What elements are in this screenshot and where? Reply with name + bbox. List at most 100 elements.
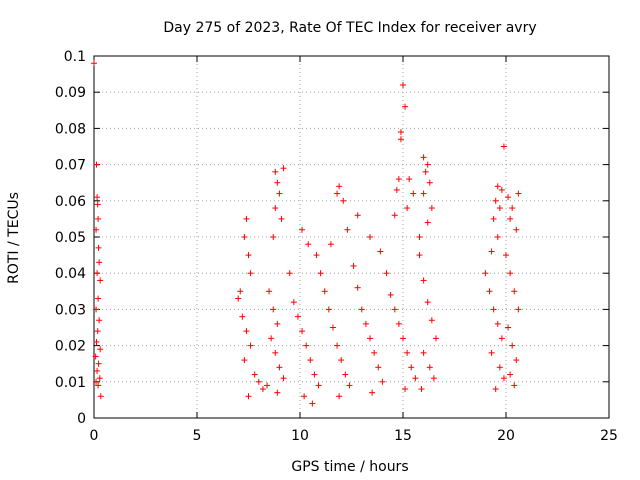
data-point — [241, 357, 248, 364]
data-point — [511, 382, 518, 389]
data-point — [498, 186, 505, 193]
data-point — [492, 197, 499, 204]
data-point — [420, 349, 427, 356]
data-point — [406, 176, 413, 183]
data-point — [426, 179, 433, 186]
data-point — [426, 364, 433, 371]
data-point — [93, 306, 100, 313]
data-point — [422, 168, 429, 175]
data-point — [400, 335, 406, 342]
data-point — [505, 324, 512, 331]
data-point — [367, 234, 374, 240]
data-point — [93, 226, 100, 233]
x-tick-label: 25 — [600, 428, 618, 444]
data-point — [255, 378, 262, 385]
data-point — [290, 299, 297, 306]
data-point — [412, 375, 419, 382]
data-point — [313, 252, 320, 259]
data-point — [299, 226, 306, 233]
data-point — [490, 215, 497, 222]
data-point — [94, 367, 101, 374]
y-tick-label: 0.01 — [55, 375, 86, 391]
data-point — [369, 389, 376, 396]
data-point — [266, 288, 273, 295]
data-point — [404, 205, 411, 212]
y-tick-label: 0.05 — [55, 230, 86, 246]
data-point — [303, 342, 310, 349]
data-point — [410, 190, 417, 197]
y-axis-label: ROTI / TECUs — [6, 192, 22, 284]
data-point — [513, 357, 520, 364]
data-point — [95, 244, 102, 251]
y-tick-label: 0.06 — [55, 194, 86, 210]
data-point — [492, 386, 499, 393]
data-point — [327, 241, 334, 248]
data-point — [276, 364, 283, 371]
data-point — [498, 335, 505, 342]
data-point — [97, 346, 104, 353]
data-point — [404, 349, 411, 356]
data-point — [243, 328, 250, 335]
data-point — [342, 371, 349, 378]
data-point — [340, 197, 347, 204]
data-point — [503, 252, 509, 259]
data-point — [93, 338, 100, 345]
data-point — [500, 143, 507, 150]
data-point — [329, 324, 336, 331]
data-point — [93, 378, 100, 385]
data-point — [94, 328, 101, 335]
data-point — [509, 342, 516, 349]
y-tick-label: 0.03 — [55, 302, 86, 318]
data-points — [91, 60, 522, 407]
x-tick-label: 5 — [193, 428, 202, 444]
data-point — [397, 136, 404, 143]
data-point — [274, 389, 281, 396]
data-point — [402, 103, 409, 110]
data-point — [428, 317, 435, 324]
data-point — [237, 288, 244, 295]
data-point — [235, 295, 242, 302]
data-point — [247, 270, 254, 277]
data-point — [408, 364, 415, 371]
data-point — [94, 194, 101, 201]
data-point — [362, 320, 369, 327]
data-point — [488, 248, 495, 255]
data-point — [338, 357, 345, 364]
data-point — [420, 154, 427, 161]
y-tick-label: 0.04 — [55, 266, 86, 282]
data-point — [243, 215, 250, 222]
data-point — [379, 378, 386, 385]
data-point — [420, 190, 427, 197]
data-point — [387, 291, 394, 298]
data-point — [325, 306, 332, 313]
data-point — [96, 375, 103, 382]
data-point — [509, 205, 516, 212]
plot-frame — [93, 55, 610, 419]
x-tick-label: 20 — [497, 428, 515, 444]
data-point — [507, 215, 514, 222]
data-point — [305, 241, 312, 248]
data-point — [354, 212, 361, 219]
data-point — [94, 270, 101, 277]
data-point — [94, 201, 101, 208]
data-point — [278, 215, 285, 222]
data-point — [350, 262, 357, 269]
data-point — [515, 306, 522, 313]
data-point — [494, 234, 501, 240]
data-point — [286, 270, 293, 277]
data-point — [95, 360, 102, 367]
data-point — [336, 183, 343, 190]
data-point — [280, 165, 287, 172]
data-point — [354, 284, 361, 291]
data-point — [511, 288, 518, 295]
data-point — [93, 161, 100, 168]
data-point — [402, 386, 409, 393]
data-point — [259, 386, 266, 393]
data-point — [91, 60, 97, 67]
data-point — [245, 252, 252, 259]
data-point — [270, 234, 277, 240]
data-point — [416, 252, 423, 259]
data-point — [505, 194, 512, 201]
data-point — [245, 393, 252, 400]
